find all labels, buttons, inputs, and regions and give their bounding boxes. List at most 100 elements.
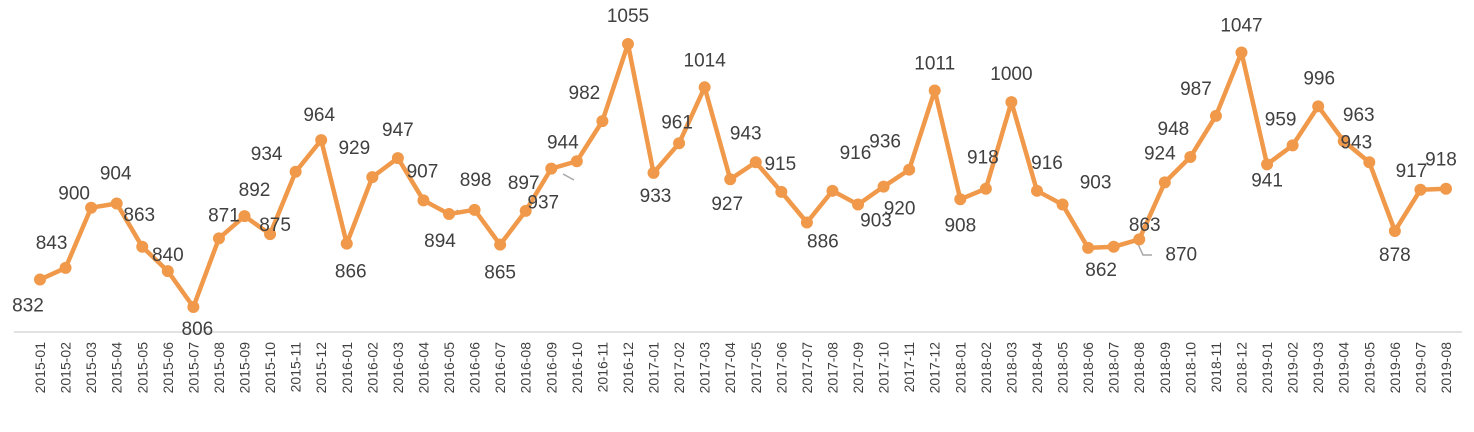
x-tick-label-2015-06: 2015-06 <box>160 342 176 394</box>
data-label-2017-10: 920 <box>884 199 916 220</box>
data-label-2018-02: 918 <box>967 148 999 169</box>
x-tick-label-2018-04: 2018-04 <box>1029 342 1045 394</box>
data-labels: 832 843 900 904 863 840 806 871 892 875 934 964 866 9… <box>12 6 1457 340</box>
data-point-2017-07 <box>800 216 813 229</box>
x-tick-label-2017-08: 2017-08 <box>824 342 840 394</box>
x-tick-label-2016-10: 2016-10 <box>569 342 585 394</box>
data-point-2016-02 <box>366 171 379 184</box>
x-tick-label-2015-02: 2015-02 <box>58 342 74 394</box>
data-point-2017-04 <box>724 173 737 186</box>
x-tick-label-2016-01: 2016-01 <box>339 342 355 394</box>
data-label-2016-07: 865 <box>484 263 516 284</box>
data-label-2017-03: 1014 <box>684 50 727 71</box>
data-label-2015-01: 832 <box>12 296 44 317</box>
x-tick-label-2017-07: 2017-07 <box>799 342 815 394</box>
data-point-2015-07 <box>187 301 200 313</box>
data-point-2015-04 <box>110 197 123 210</box>
x-tick-label-2016-09: 2016-09 <box>543 342 559 394</box>
data-point-2018-03 <box>1005 96 1018 109</box>
data-label-2018-10: 948 <box>1158 119 1190 140</box>
data-label-2017-11: 936 <box>869 132 901 153</box>
data-point-2016-04 <box>417 194 430 207</box>
data-point-2016-05 <box>443 208 456 221</box>
x-tick-label-2018-08: 2018-08 <box>1131 342 1147 394</box>
data-label-2015-06: 840 <box>152 245 184 266</box>
data-point-2017-08 <box>826 184 839 197</box>
data-point-2018-10 <box>1184 151 1197 164</box>
x-tick-label-2018-10: 2018-10 <box>1182 342 1198 394</box>
data-point-2018-04 <box>1030 184 1043 197</box>
data-point-2019-08 <box>1440 182 1452 195</box>
data-point-2017-12 <box>928 84 941 97</box>
data-point-2018-02 <box>979 182 992 195</box>
data-label-2016-10: 944 <box>547 132 579 153</box>
data-label-2017-12: 1011 <box>914 53 955 74</box>
x-tick-label-2015-08: 2015-08 <box>211 342 227 394</box>
data-label-2018-01: 908 <box>944 215 976 236</box>
data-point-2016-12 <box>621 38 634 50</box>
data-label-2016-06: 898 <box>460 170 492 191</box>
data-point-2018-09 <box>1158 176 1171 189</box>
x-tick-label-2015-09: 2015-09 <box>237 342 253 394</box>
data-label-2016-02: 929 <box>338 138 370 159</box>
data-label-2017-05: 943 <box>730 123 762 144</box>
data-point-2019-04 <box>1337 135 1350 148</box>
data-label-2018-08: 870 <box>1165 244 1197 265</box>
data-label-2019-05: 943 <box>1340 132 1372 153</box>
x-tick-label-2017-04: 2017-04 <box>722 342 738 394</box>
data-point-2017-11 <box>903 163 916 176</box>
data-label-2017-08: 916 <box>840 143 872 164</box>
data-label-2017-02: 961 <box>661 112 693 133</box>
x-tick-label-2018-02: 2018-02 <box>978 342 994 394</box>
data-label-2015-02: 843 <box>36 233 68 254</box>
data-label-2018-07: 863 <box>1129 215 1161 236</box>
data-point-2018-11 <box>1209 109 1222 122</box>
x-tick-label-2019-07: 2019-07 <box>1412 342 1428 394</box>
x-tick-label-2017-06: 2017-06 <box>773 342 789 394</box>
leader-line-2018-08 <box>1137 243 1152 256</box>
data-point-2016-08 <box>519 204 532 217</box>
x-tick-label-2018-03: 2018-03 <box>1003 342 1019 394</box>
series-line <box>37 41 1449 310</box>
data-label-2015-08: 871 <box>208 205 240 226</box>
data-label-2019-02: 959 <box>1265 109 1297 130</box>
x-tick-label-2018-11: 2018-11 <box>1208 342 1224 393</box>
data-label-2018-11: 987 <box>1180 79 1212 100</box>
data-label-2017-09: 903 <box>860 211 892 232</box>
x-tick-label-2015-12: 2015-12 <box>313 342 329 394</box>
data-point-2019-01 <box>1261 158 1274 171</box>
leader-line-2016-09 <box>562 173 575 181</box>
data-point-2016-01 <box>340 237 353 250</box>
data-point-2016-11 <box>596 115 609 128</box>
x-tick-label-2019-06: 2019-06 <box>1387 342 1403 394</box>
x-tick-label-2016-07: 2016-07 <box>492 342 508 394</box>
data-label-2019-01: 941 <box>1251 170 1283 191</box>
data-point-2017-02 <box>673 137 686 150</box>
data-label-2015-09: 892 <box>239 180 271 201</box>
x-tick-label-2017-05: 2017-05 <box>748 342 764 394</box>
data-label-2016-12: 1055 <box>607 6 649 27</box>
data-point-2015-02 <box>59 261 72 274</box>
data-point-2019-06 <box>1388 224 1401 237</box>
data-label-2018-06: 862 <box>1085 260 1117 281</box>
x-tick-label-2015-07: 2015-07 <box>185 342 201 394</box>
data-point-2015-12 <box>315 134 328 147</box>
data-label-2015-11: 934 <box>251 144 283 165</box>
x-tick-label-2019-05: 2019-05 <box>1361 342 1377 394</box>
data-point-2017-05 <box>749 156 762 169</box>
x-tick-label-2018-07: 2018-07 <box>1106 342 1122 394</box>
data-point-2018-01 <box>954 193 967 206</box>
x-tick-label-2017-02: 2017-02 <box>671 342 687 394</box>
x-tick-label-2017-03: 2017-03 <box>697 342 713 394</box>
x-tick-label-2019-08: 2019-08 <box>1438 342 1454 394</box>
data-point-2016-03 <box>391 152 404 165</box>
data-point-2016-10 <box>570 155 583 168</box>
data-label-2019-04: 963 <box>1343 105 1375 126</box>
data-point-2019-02 <box>1286 139 1299 152</box>
x-tick-label-2019-01: 2019-01 <box>1259 342 1275 394</box>
data-label-2019-06: 878 <box>1379 245 1411 266</box>
data-point-2017-09 <box>852 198 865 211</box>
data-point-2017-06 <box>775 185 788 198</box>
data-point-2018-07 <box>1107 240 1120 253</box>
